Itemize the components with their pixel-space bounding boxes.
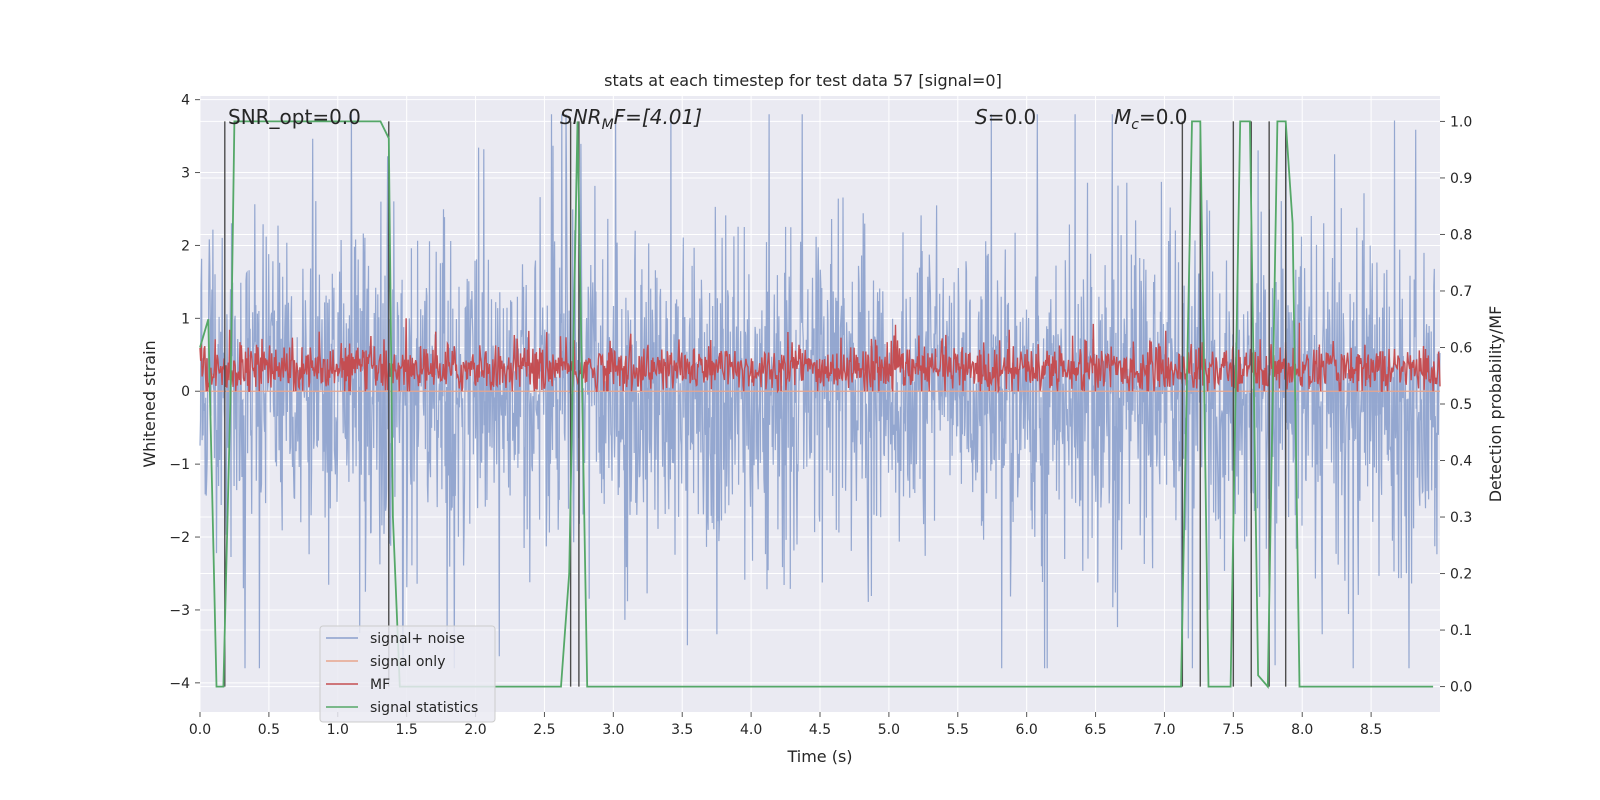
x-tick-label: 4.5 xyxy=(809,722,831,738)
y-tick-label: 3 xyxy=(181,166,190,182)
annotation-s: S=0.0 xyxy=(975,105,1036,129)
x-tick-label: 3.5 xyxy=(671,722,693,738)
y-tick-label: −3 xyxy=(169,603,190,619)
annotation-s-rest: =0.0 xyxy=(988,105,1037,129)
series-line-signal-statistics xyxy=(199,120,1434,689)
x-tick-label: 6.0 xyxy=(1016,722,1038,738)
x-tick-label: 1.0 xyxy=(327,722,349,738)
x-axis-label: Time (s) xyxy=(786,747,852,766)
annotation-mc-main: M xyxy=(1114,105,1131,129)
annotation-snr-mf-rest: F=[4.01] xyxy=(614,105,702,129)
x-tick-label: 7.0 xyxy=(1153,722,1175,738)
y2-tick-label: 0.2 xyxy=(1450,567,1472,583)
x-tick-label: 5.5 xyxy=(947,722,969,738)
y2-tick-label: 0.9 xyxy=(1450,171,1472,187)
x-tick-label: 4.0 xyxy=(740,722,762,738)
x-tick-label: 2.0 xyxy=(464,722,486,738)
legend-box xyxy=(319,625,496,723)
x-tick-label: 3.0 xyxy=(602,722,624,738)
x-tick-label: 1.5 xyxy=(396,722,418,738)
y2-tick-label: 0.4 xyxy=(1450,454,1472,470)
y2-tick-label: 1.0 xyxy=(1450,114,1472,130)
y-tick-label: 0 xyxy=(181,384,190,400)
legend-label-signal-statistics: signal statistics xyxy=(370,700,478,716)
x-tick-label: 8.0 xyxy=(1291,722,1313,738)
y2-tick-label: 0.5 xyxy=(1450,397,1472,413)
y2-tick-label: 0.3 xyxy=(1450,510,1472,526)
x-tick-label: 5.0 xyxy=(878,722,900,738)
x-tick-label: 2.5 xyxy=(533,722,555,738)
y-tick-label: 4 xyxy=(181,93,190,109)
y2-tick-label: 0.7 xyxy=(1450,284,1472,300)
y-tick-label: −4 xyxy=(169,676,190,692)
y-tick-label: −2 xyxy=(169,530,190,546)
annotation-mc-rest: =0.0 xyxy=(1139,105,1188,129)
y2-tick-label: 0.1 xyxy=(1450,623,1472,639)
series-signal-statistics xyxy=(199,120,1434,689)
x-tick-label: 0.5 xyxy=(258,722,280,738)
annotation-snr-mf: SNRMF=[4.01] xyxy=(560,105,702,133)
y2-tick-label: 0.6 xyxy=(1450,340,1472,356)
y2-axis-ticks: 1.0 0.9 0.8 0.7 0.6 0.5 0.4 0.3 0.2 0.1 0.0 xyxy=(1440,114,1472,696)
legend-label-mf: MF xyxy=(370,677,390,693)
x-tick-label: 8.5 xyxy=(1360,722,1382,738)
annotation-mc-sub: c xyxy=(1131,117,1139,133)
legend: signal+ noise signal only MF signal stat… xyxy=(319,625,496,723)
y-tick-label: 2 xyxy=(181,238,190,254)
annotation-snr-mf-main: SNR xyxy=(560,105,602,129)
legend-label-signal-noise: signal+ noise xyxy=(370,631,465,647)
y-axis-ticks: 4 3 2 1 0 −1 −2 −3 −4 xyxy=(169,93,200,692)
x-axis-ticks: 0.0 0.5 1.0 1.5 2.0 2.5 3.0 3.5 4.0 4.5 5.0 5.5 6.0 6… xyxy=(189,712,1382,738)
y-tick-label: 1 xyxy=(181,311,190,327)
x-tick-label: 0.0 xyxy=(189,722,211,738)
x-tick-label: 6.5 xyxy=(1084,722,1106,738)
y2-tick-label: 0.8 xyxy=(1450,227,1472,243)
x-tick-label: 7.5 xyxy=(1222,722,1244,738)
y-axis-label: Whitened strain xyxy=(140,340,159,467)
y-tick-label: −1 xyxy=(169,457,190,473)
annotation-s-var: S xyxy=(975,105,988,129)
y2-tick-label: 0.0 xyxy=(1450,680,1472,696)
legend-label-signal-only: signal only xyxy=(370,654,445,670)
chart-title: stats at each timestep for test data 57 … xyxy=(604,71,1002,90)
annotation-snr-mf-sub: M xyxy=(602,117,614,133)
annotation-snr-opt: SNR_opt=0.0 xyxy=(228,105,361,129)
y2-axis-label: Detection probability/MF xyxy=(1486,306,1505,503)
annotation-mc: Mc=0.0 xyxy=(1114,105,1188,133)
